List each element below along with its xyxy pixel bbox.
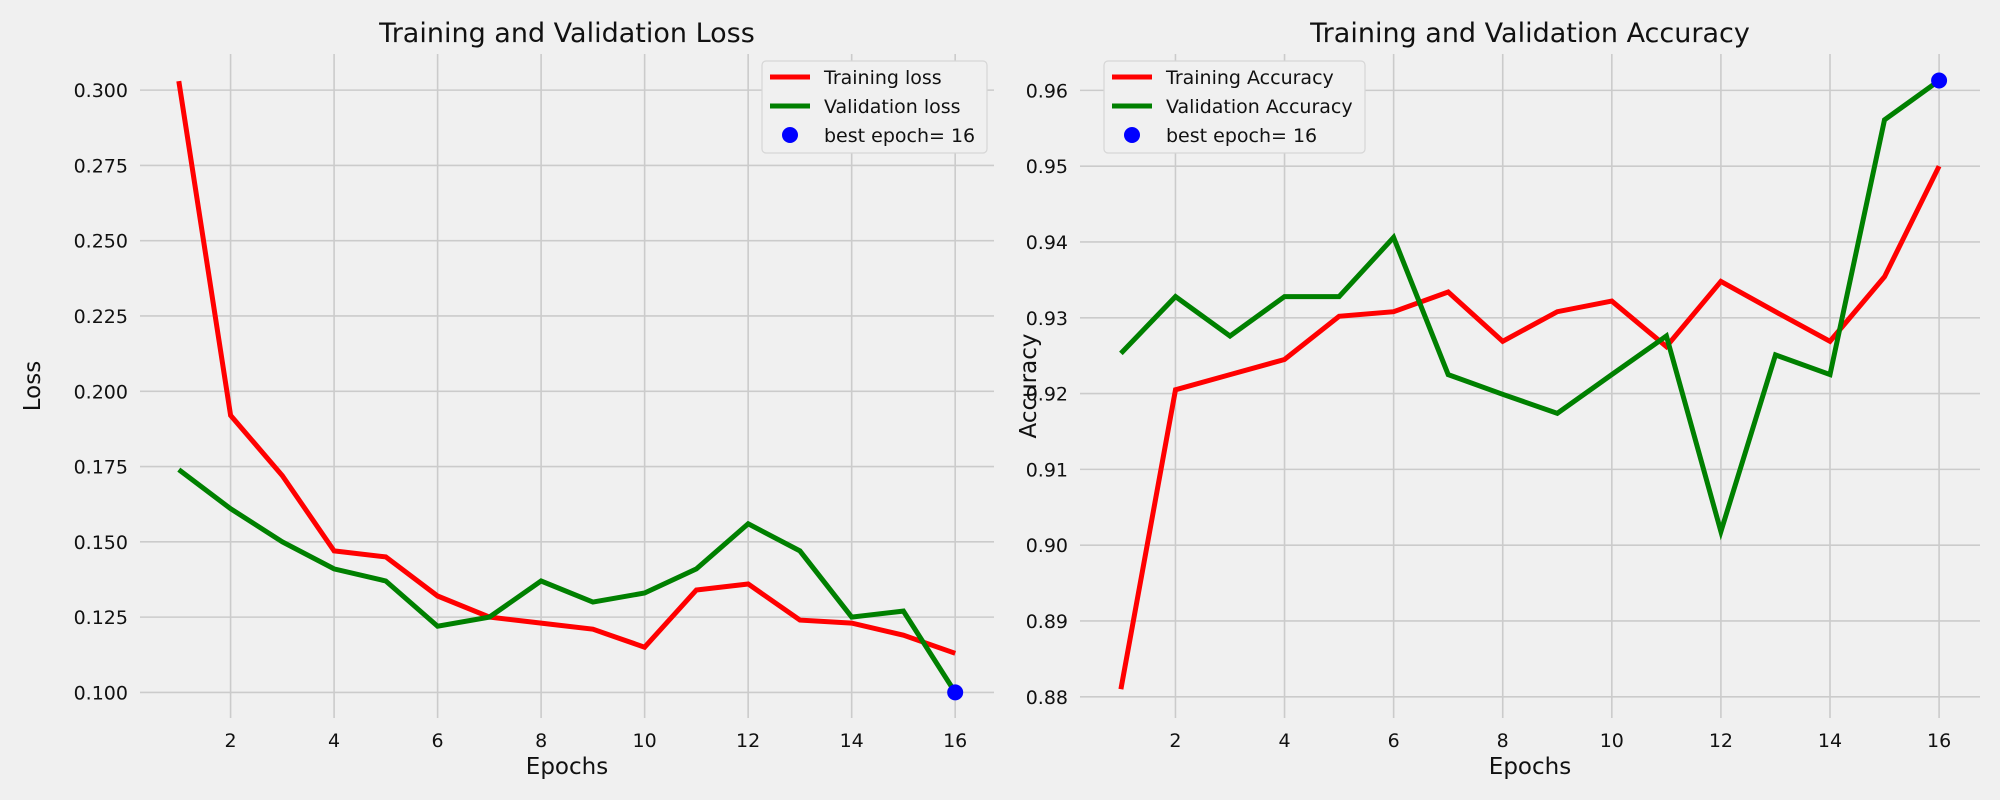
x-tick-label: 16 [943,730,967,752]
x-tick-label: 12 [736,730,760,752]
legend-marker [1124,127,1140,143]
training-accuracy-line [1118,165,1942,690]
y-tick-label: 0.88 [1026,687,1068,709]
y-tick-label: 0.95 [1026,156,1068,178]
x-tick-label: 8 [1497,730,1509,752]
x-tick-label: 6 [1388,730,1400,752]
y-tick-label: 0.300 [74,80,128,102]
x-tick-label: 12 [1709,730,1733,752]
y-tick-label: 0.150 [74,532,128,554]
x-axis-label: Epochs [1489,754,1571,780]
y-tick-label: 0.200 [74,381,128,403]
legend-label: Training loss [823,67,942,89]
y-axis-label: Accuracy [1016,333,1042,438]
legend-marker [782,127,798,143]
chart-title: Training and Validation Loss [378,18,755,49]
legend-box [761,60,988,154]
validation-loss-line [177,467,958,694]
x-tick-label: 2 [1169,730,1181,752]
legend-label: Training Accuracy [1165,67,1334,89]
y-tick-label: 0.250 [74,231,128,253]
validation-accuracy-line [1119,78,1941,541]
best-epoch-marker [947,684,964,701]
legend-label: best epoch= 16 [824,125,975,147]
loss-chart: 2 4 6 8 10 12 14 16 0.100 0.125 0.150 0.175 0.200 0.2… [20,18,994,780]
y-tick-label: 0.125 [74,607,128,629]
x-tick-label: 4 [328,730,340,752]
x-tick-label: 10 [633,730,657,752]
y-tick-label: 0.175 [74,457,128,479]
y-tick-label: 0.89 [1026,611,1068,633]
x-tick-label: 8 [535,730,547,752]
y-tick-label: 0.100 [74,682,128,704]
y-tick-label: 0.96 [1026,80,1068,102]
chart-title: Training and Validation Accuracy [1309,18,1750,49]
y-tick-label: 0.91 [1026,459,1068,481]
accuracy-chart: 2 4 6 8 10 12 14 16 0.88 0.89 0.90 0.91 0.92 0.93 0.94… [1016,18,1980,780]
best-epoch-marker [1931,72,1948,89]
training-loss-line [176,80,957,656]
y-tick-label: 0.93 [1026,308,1068,330]
y-tick-label: 0.225 [74,306,128,328]
x-tick-label: 4 [1278,730,1290,752]
legend-label: best epoch= 16 [1166,125,1317,147]
legend-label: Validation Accuracy [1166,96,1353,118]
y-tick-label: 0.94 [1026,232,1068,254]
x-tick-label: 14 [1818,730,1842,752]
y-tick-label: 0.275 [74,155,128,177]
x-tick-label: 16 [1927,730,1951,752]
y-tick-label: 0.92 [1026,384,1068,406]
x-axis-label: Epochs [526,754,608,780]
y-axis-label: Loss [20,361,46,411]
x-tick-label: 10 [1600,730,1624,752]
x-tick-label: 14 [840,730,864,752]
legend-box [1103,60,1366,154]
x-tick-label: 2 [225,730,237,752]
legend-label: Validation loss [824,96,961,118]
y-tick-label: 0.90 [1026,535,1068,557]
x-tick-label: 6 [432,730,444,752]
